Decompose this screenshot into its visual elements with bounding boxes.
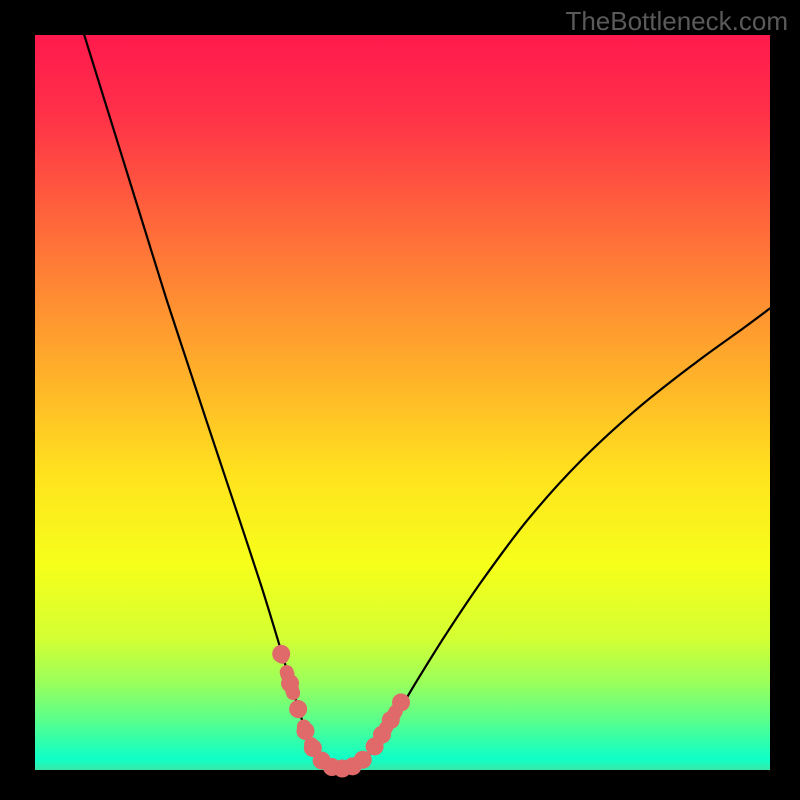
watermark-text: TheBottleneck.com [565,6,788,37]
chart-root: TheBottleneck.com [0,0,800,800]
plot-gradient-area [35,35,770,770]
